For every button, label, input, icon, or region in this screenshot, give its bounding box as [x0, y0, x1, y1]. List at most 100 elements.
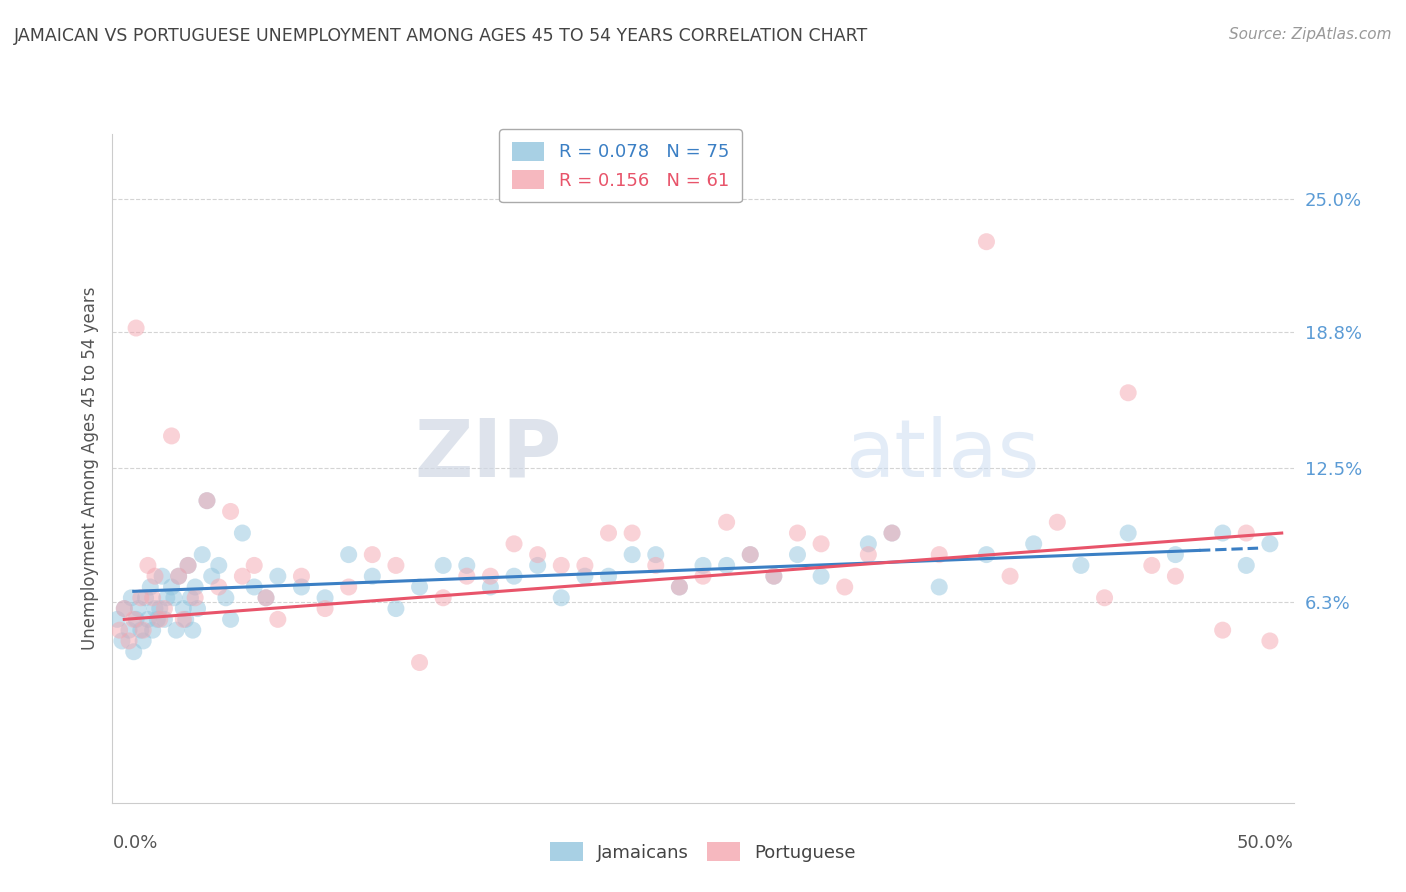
Point [880, 526, 903, 541]
Point [361, 569, 384, 583]
Legend: Jamaicans, Portuguese: Jamaicans, Portuguese [543, 835, 863, 869]
Point [526, 558, 548, 573]
Point [385, 601, 408, 615]
Point [127, 601, 149, 615]
Point [150, 569, 173, 583]
Point [160, 429, 183, 443]
Point [195, 493, 218, 508]
Point [219, 504, 242, 518]
Point [163, 591, 186, 605]
Point [598, 526, 620, 541]
Point [146, 612, 169, 626]
Point [1212, 623, 1234, 637]
Point [762, 569, 785, 583]
Point [160, 580, 183, 594]
Point [668, 580, 690, 594]
Point [122, 612, 145, 626]
Point [231, 526, 253, 541]
Point [129, 591, 152, 605]
Point [132, 634, 155, 648]
Point [254, 591, 277, 605]
Text: atlas: atlas [845, 416, 1039, 494]
Point [740, 548, 762, 562]
Point [153, 601, 176, 615]
Point [186, 601, 208, 615]
Point [267, 612, 290, 626]
Y-axis label: Unemployment Among Ages 45 to 54 years: Unemployment Among Ages 45 to 54 years [80, 286, 98, 650]
Point [1046, 515, 1069, 529]
Point [716, 558, 738, 573]
Point [177, 558, 200, 573]
Point [740, 548, 762, 562]
Text: 50.0%: 50.0% [1237, 834, 1294, 852]
Point [503, 537, 526, 551]
Text: 0.0%: 0.0% [112, 834, 157, 852]
Point [125, 612, 148, 626]
Point [574, 569, 596, 583]
Point [108, 623, 131, 637]
Point [786, 548, 808, 562]
Point [172, 601, 194, 615]
Point [201, 569, 224, 583]
Point [208, 580, 231, 594]
Point [408, 656, 430, 670]
Point [1234, 558, 1257, 573]
Point [122, 645, 145, 659]
Point [361, 548, 384, 562]
Point [243, 558, 266, 573]
Point [1258, 537, 1281, 551]
Point [267, 569, 290, 583]
Point [810, 537, 832, 551]
Point [149, 601, 172, 615]
Point [550, 558, 572, 573]
Point [254, 591, 277, 605]
Point [858, 548, 880, 562]
Point [692, 558, 714, 573]
Point [153, 612, 176, 626]
Point [810, 569, 832, 583]
Point [142, 591, 165, 605]
Point [139, 580, 162, 594]
Point [290, 569, 312, 583]
Point [142, 623, 165, 637]
Point [621, 548, 644, 562]
Point [165, 623, 187, 637]
Point [1164, 548, 1187, 562]
Point [1234, 526, 1257, 541]
Point [621, 526, 644, 541]
Point [834, 580, 856, 594]
Point [1140, 558, 1163, 573]
Point [314, 591, 336, 605]
Point [191, 548, 214, 562]
Point [1116, 385, 1139, 400]
Point [149, 612, 172, 626]
Point [290, 580, 312, 594]
Point [432, 558, 454, 573]
Point [243, 580, 266, 594]
Point [1070, 558, 1092, 573]
Point [479, 580, 502, 594]
Point [644, 558, 666, 573]
Point [1022, 537, 1045, 551]
Point [692, 569, 714, 583]
Point [125, 321, 148, 335]
Point [112, 601, 135, 615]
Point [432, 591, 454, 605]
Point [174, 612, 197, 626]
Point [120, 591, 142, 605]
Legend: R = 0.078   N = 75, R = 0.156   N = 61: R = 0.078 N = 75, R = 0.156 N = 61 [499, 129, 741, 202]
Point [1212, 526, 1234, 541]
Point [105, 612, 128, 626]
Point [118, 634, 141, 648]
Point [179, 591, 201, 605]
Point [456, 569, 478, 583]
Point [762, 569, 785, 583]
Point [1094, 591, 1116, 605]
Point [408, 580, 430, 594]
Point [136, 612, 159, 626]
Text: ZIP: ZIP [413, 416, 561, 494]
Point [598, 569, 620, 583]
Point [177, 558, 200, 573]
Point [526, 548, 548, 562]
Point [132, 623, 155, 637]
